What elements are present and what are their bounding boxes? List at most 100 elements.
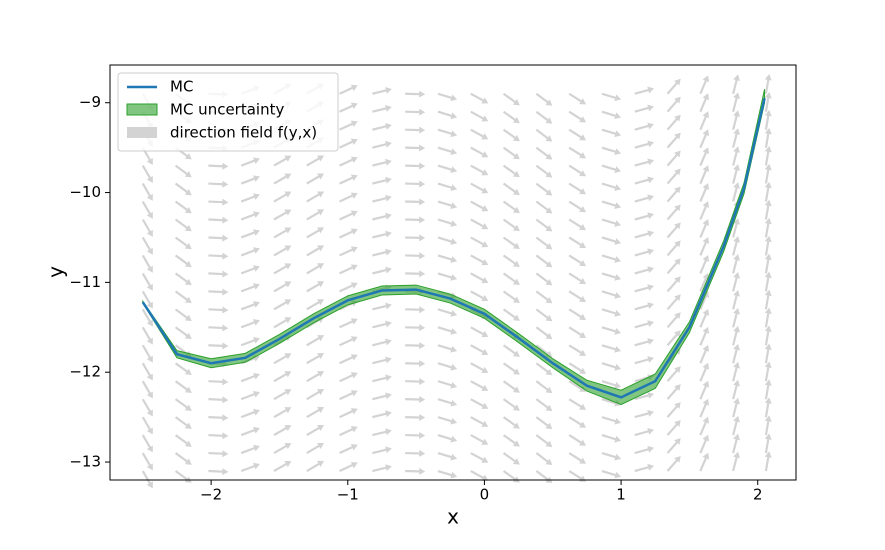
field-arrow: [502, 164, 520, 178]
field-arrow: [568, 452, 587, 464]
field-arrow: [273, 281, 292, 293]
field-arrow: [666, 186, 681, 203]
field-arrow: [502, 182, 520, 196]
field-arrow: [437, 398, 458, 407]
field-arrow: [470, 236, 489, 248]
field-arrow: [141, 218, 153, 237]
field-arrow: [666, 222, 681, 239]
field-arrow: [568, 344, 587, 356]
field-arrow: [634, 445, 655, 455]
field-arrow: [732, 164, 740, 184]
field-arrow: [764, 181, 772, 202]
field-arrow: [502, 416, 520, 429]
field-arrow: [273, 299, 292, 311]
field-arrow: [405, 449, 426, 457]
field-arrow: [699, 308, 710, 328]
field-arrow: [470, 290, 489, 302]
field-arrow: [699, 129, 710, 149]
field-arrow: [764, 253, 772, 274]
field-arrow: [372, 248, 392, 257]
field-arrow: [174, 416, 192, 429]
field-arrow: [339, 102, 358, 113]
field-arrow: [405, 342, 426, 350]
field-arrow: [208, 324, 229, 332]
field-arrow: [568, 308, 587, 321]
field-arrow: [535, 110, 553, 124]
field-arrow: [470, 272, 489, 284]
field-arrow: [764, 271, 772, 292]
field-arrow: [437, 326, 458, 335]
field-arrow: [372, 392, 392, 401]
field-arrow: [568, 254, 587, 267]
field-arrow: [634, 392, 655, 401]
field-arrow: [208, 396, 229, 404]
field-arrow: [634, 212, 655, 221]
field-arrow: [601, 110, 622, 120]
field-arrow: [634, 194, 655, 203]
field-arrow: [568, 290, 587, 303]
field-arrow: [339, 264, 358, 275]
field-arrow: [339, 354, 358, 365]
field-arrow: [208, 414, 229, 422]
field-arrow: [372, 230, 392, 239]
field-arrow: [339, 372, 358, 383]
field-arrow: [405, 162, 426, 170]
field-arrow: [666, 437, 681, 454]
field-arrow: [306, 155, 325, 167]
field-arrow: [372, 410, 392, 419]
y-tick-label: −12: [69, 363, 101, 381]
field-arrow: [372, 140, 392, 149]
field-arrow: [405, 180, 426, 188]
field-arrow: [437, 451, 458, 461]
field-arrow: [568, 380, 587, 392]
field-arrow: [339, 336, 358, 347]
field-arrow: [141, 434, 153, 453]
field-arrow: [273, 461, 292, 472]
field-arrow: [405, 108, 426, 116]
field-arrow: [568, 236, 587, 249]
field-arrow: [764, 451, 772, 472]
field-arrow: [699, 380, 710, 400]
field-arrow: [470, 398, 489, 409]
field-arrow: [634, 427, 655, 437]
field-arrow: [764, 109, 772, 130]
field-arrow: [601, 218, 622, 227]
legend-swatch: [127, 127, 157, 138]
field-arrow: [437, 469, 458, 479]
field-arrow: [306, 227, 325, 239]
field-arrow: [502, 128, 520, 142]
field-arrow: [764, 361, 772, 382]
field-arrow: [764, 307, 772, 328]
field-arrow: [502, 470, 520, 483]
field-arrow: [535, 434, 553, 448]
field-arrow: [764, 127, 772, 148]
field-arrow: [502, 254, 520, 268]
field-arrow: [208, 468, 229, 476]
field-arrow: [732, 182, 740, 202]
field-arrow: [764, 199, 772, 220]
field-arrow: [240, 373, 260, 383]
field-arrow: [141, 165, 153, 183]
field-arrow: [174, 470, 192, 483]
field-arrow: [339, 84, 358, 95]
field-arrow: [732, 397, 740, 418]
field-arrow: [306, 281, 325, 293]
field-arrow: [601, 182, 622, 191]
field-arrow: [208, 180, 229, 188]
field-arrow: [502, 308, 520, 321]
field-arrow: [306, 389, 325, 401]
field-arrow: [568, 362, 587, 374]
field-arrow: [405, 90, 426, 98]
field-arrow: [174, 254, 192, 268]
field-arrow: [306, 407, 325, 419]
field-arrow: [666, 402, 681, 418]
field-arrow: [273, 245, 292, 257]
field-arrow: [339, 138, 358, 149]
field-arrow: [339, 408, 358, 419]
x-tick-label: 1: [616, 486, 626, 504]
field-arrow: [174, 182, 192, 196]
field-arrow: [568, 470, 587, 482]
field-arrow: [174, 164, 192, 178]
field-arrow: [240, 408, 260, 419]
field-arrow: [764, 325, 772, 346]
